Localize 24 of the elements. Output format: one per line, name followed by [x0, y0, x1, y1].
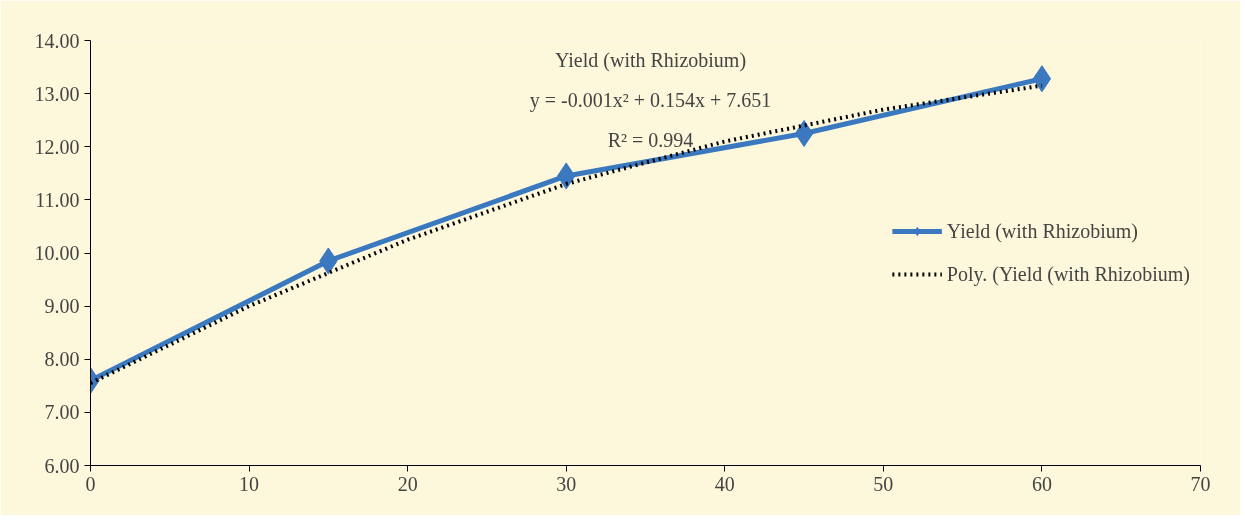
y-tick-label: 9.00 — [44, 295, 80, 318]
point — [1032, 65, 1052, 93]
annotation: Yield (with Rhizobium) — [554, 48, 747, 72]
x-tick-label: 60 — [1031, 472, 1052, 495]
x-tick-label: 20 — [397, 472, 418, 495]
y-tick-label: 6.00 — [44, 454, 80, 477]
annotation: y = -0.001x² + 0.154x + 7.651 — [529, 88, 772, 112]
annotation: R² = 0.994 — [607, 128, 694, 151]
y-tick-label: 7.00 — [44, 401, 80, 424]
x-tick-label: 70 — [1190, 472, 1211, 495]
legend-label: Poly. (Yield (with Rhizobium) — [946, 262, 1190, 286]
x-tick-label: 50 — [873, 472, 894, 495]
y-tick-label: 14.00 — [34, 29, 80, 52]
x-tick-label: 40 — [714, 472, 735, 495]
y-tick-label: 13.00 — [34, 82, 80, 105]
legend-label: Yield (with Rhizobium) — [946, 219, 1138, 243]
x-tick-label: 30 — [556, 472, 577, 495]
y-tick-label: 8.00 — [44, 348, 80, 371]
y-tick-label: 11.00 — [35, 188, 80, 211]
y-tick-label: 10.00 — [34, 242, 80, 264]
point — [794, 119, 814, 147]
x-tick-label: 0 — [85, 472, 96, 495]
y-tick-label: 12.00 — [34, 135, 80, 158]
x-tick-label: 10 — [239, 472, 260, 495]
